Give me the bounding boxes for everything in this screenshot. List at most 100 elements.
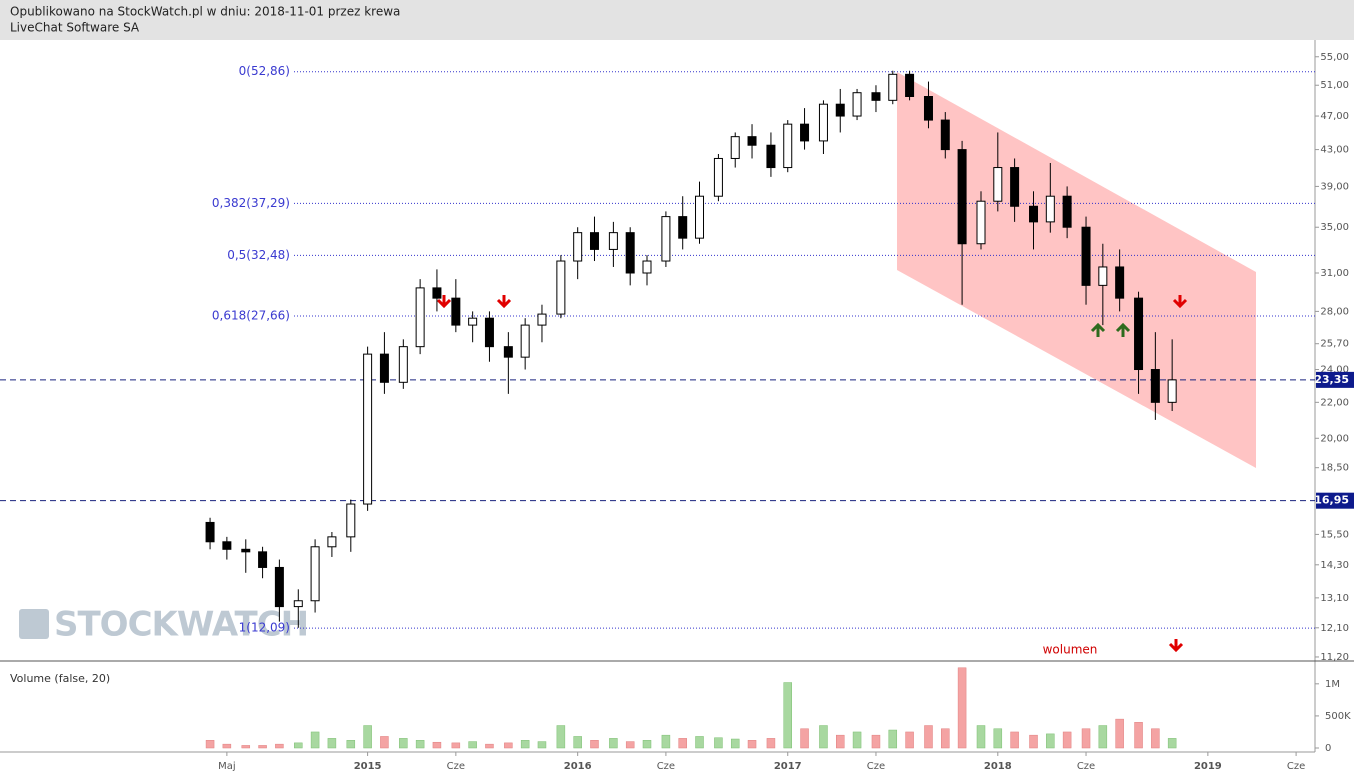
x-tick-label: Cze	[1287, 761, 1305, 772]
candle-body	[363, 353, 373, 505]
y-tick-label: 28,00	[1320, 306, 1349, 317]
candle-body	[1081, 226, 1091, 286]
candle-body	[800, 123, 810, 142]
y-tick-label: 35,00	[1320, 222, 1349, 233]
volume-bar	[468, 741, 477, 749]
candle-body	[905, 73, 915, 98]
candle-body	[888, 73, 898, 101]
x-tick-label: Cze	[1077, 761, 1095, 772]
volume-bar	[852, 731, 862, 749]
candle-body	[293, 600, 303, 608]
candle-body	[468, 317, 478, 326]
candle-body	[608, 232, 618, 250]
volume-bar	[537, 741, 547, 749]
volume-bar	[941, 728, 950, 749]
candle-body	[1167, 379, 1177, 403]
x-tick-label: Maj	[218, 761, 236, 772]
candle-body	[957, 149, 967, 245]
price-label: 16,95	[1314, 494, 1349, 507]
fib-label: 0(52,86)	[239, 64, 290, 78]
x-tick-label: Cze	[867, 761, 885, 772]
arrows	[436, 295, 1188, 653]
volume-bar	[993, 728, 1003, 749]
volume-bar	[380, 736, 389, 749]
candle-body	[556, 260, 566, 315]
y-tick-label: 18,50	[1320, 463, 1349, 474]
volume-tick-label: 500K	[1325, 711, 1351, 722]
y-tick-label: 47,00	[1320, 111, 1349, 122]
volume-bar	[1010, 731, 1019, 749]
volume-bar	[1134, 722, 1143, 749]
x-tick-label: 2015	[354, 761, 382, 772]
candle-body	[346, 503, 356, 538]
candle-body	[1045, 195, 1055, 223]
candle-body	[520, 324, 530, 358]
candle-body	[642, 260, 652, 274]
candle-body	[205, 521, 215, 543]
candle-body	[484, 317, 494, 348]
volume-bar	[957, 667, 967, 749]
volume-bar	[1098, 725, 1108, 749]
candle-body	[678, 216, 688, 239]
volume-bar	[819, 725, 828, 749]
volume-bar	[205, 740, 215, 749]
header-line: LiveChat Software SA	[10, 21, 140, 35]
header-bar	[0, 0, 1354, 40]
candle-body	[713, 157, 723, 197]
candle-body	[835, 103, 845, 117]
volume-bar	[310, 731, 320, 749]
volume-bar	[556, 725, 566, 749]
volume-tick-label: 0	[1325, 743, 1331, 754]
volume-bar	[573, 736, 582, 749]
candle-body	[573, 232, 583, 262]
x-tick-label: 2019	[1194, 761, 1222, 772]
volume-bar	[258, 745, 267, 749]
volume-bar	[399, 738, 408, 749]
candle-body	[1010, 167, 1020, 207]
candle-body	[1029, 205, 1039, 223]
y-tick-label: 25,70	[1320, 339, 1349, 350]
price-box	[1316, 492, 1354, 509]
fib-label: 0,382(37,29)	[212, 196, 290, 210]
volume-bar	[485, 743, 494, 749]
x-tick-label: 2018	[984, 761, 1012, 772]
volume-bar	[730, 738, 740, 749]
candle-body	[537, 313, 547, 326]
x-tick-label: 2016	[564, 761, 592, 772]
candle-body	[783, 123, 793, 169]
candle-body	[852, 92, 862, 117]
y-tick-label: 15,50	[1320, 529, 1349, 540]
candle-body	[327, 536, 337, 548]
volume-bar	[714, 737, 723, 749]
x-tick-label: 2017	[774, 761, 802, 772]
volume-bar	[747, 740, 757, 749]
up-arrow	[1090, 322, 1106, 337]
y-tick-label: 20,00	[1320, 433, 1349, 444]
candle-body	[451, 297, 461, 326]
volume-bar	[363, 725, 372, 749]
y-tick-label: 11,20	[1320, 652, 1349, 663]
volume-bar	[800, 728, 809, 749]
y-tick-label: 39,00	[1320, 181, 1349, 192]
candle-body	[976, 200, 986, 245]
volume-bar	[294, 742, 303, 749]
volume-bar	[1046, 733, 1055, 749]
volume-tick-label: 1M	[1325, 679, 1340, 690]
candle-body	[274, 566, 284, 608]
volume-bar	[520, 740, 530, 749]
volume-bar	[504, 742, 513, 749]
volume-bar	[1029, 734, 1038, 749]
volume-bar	[1167, 738, 1177, 749]
candle-body	[415, 287, 425, 348]
volume-title: Volume (false, 20)	[10, 672, 110, 685]
volume-bar	[346, 740, 356, 749]
y-tick-label: 51,00	[1320, 80, 1349, 91]
volume-bar	[241, 745, 251, 749]
candle-body	[589, 232, 599, 250]
candle-body	[871, 92, 881, 101]
volume-bar	[590, 740, 599, 749]
x-tick-label: Cze	[447, 761, 465, 772]
volume-bar	[976, 725, 986, 749]
candle-body	[258, 551, 268, 568]
candle-body	[818, 103, 828, 142]
